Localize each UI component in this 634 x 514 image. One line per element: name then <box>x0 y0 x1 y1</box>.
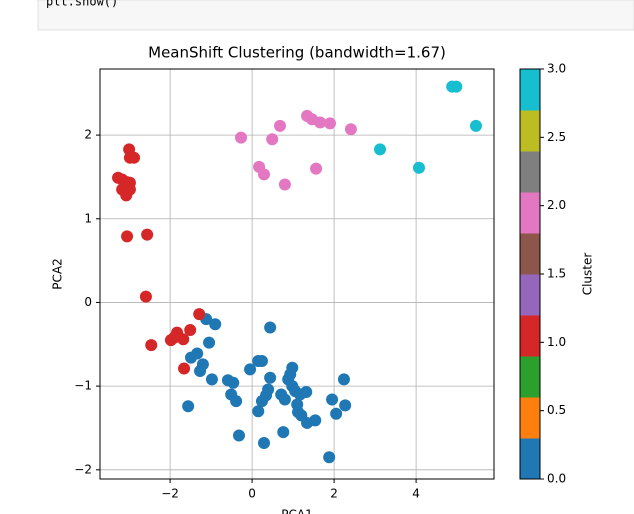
y-axis-label: PCA2 <box>51 258 65 289</box>
colorbar-tick-label: 2.5 <box>547 130 566 144</box>
colorbar-segment <box>520 274 540 316</box>
point <box>139 290 152 303</box>
point <box>344 123 357 136</box>
point <box>469 119 482 132</box>
chart-title: MeanShift Clustering (bandwidth=1.67) <box>148 44 446 62</box>
point <box>264 321 277 334</box>
point <box>227 376 240 389</box>
point <box>278 393 291 406</box>
point <box>277 426 290 439</box>
point <box>450 80 463 93</box>
colorbar-segment <box>520 397 540 439</box>
point <box>273 119 286 132</box>
colorbar-segment <box>520 438 540 480</box>
colorbar-segment <box>520 69 540 111</box>
point <box>184 324 197 337</box>
point <box>314 116 327 129</box>
point <box>230 395 243 408</box>
y-tick-label: −1 <box>74 379 92 393</box>
plot-frame <box>99 68 495 480</box>
y-tick-label: 0 <box>84 295 92 309</box>
point <box>374 143 387 156</box>
colorbar-segment <box>520 151 540 193</box>
point <box>337 373 350 386</box>
colorbar-tick-label: 3.0 <box>547 62 566 76</box>
point <box>191 347 204 360</box>
point <box>266 133 279 146</box>
colorbar-label: Cluster <box>581 253 595 296</box>
colorbar-segment <box>520 233 540 275</box>
point <box>339 399 352 412</box>
colorbar-segment <box>520 110 540 152</box>
point <box>235 131 248 144</box>
point <box>252 405 265 418</box>
colorbar-tick-label: 0.0 <box>547 472 566 486</box>
point <box>257 437 270 450</box>
point <box>255 355 268 368</box>
colorbar-segment <box>520 192 540 234</box>
code-text: plt.show() <box>46 0 118 9</box>
point <box>141 228 154 241</box>
colorbar-tick-label: 0.5 <box>547 403 566 417</box>
colorbar-tick-label: 1.0 <box>547 335 566 349</box>
point <box>194 365 207 378</box>
point <box>232 429 245 442</box>
point <box>244 363 257 376</box>
y-tick-label: 1 <box>84 211 92 225</box>
point <box>177 333 190 346</box>
colorbar-segment <box>520 315 540 357</box>
point <box>326 393 339 406</box>
y-tick-label: −2 <box>74 462 92 476</box>
x-tick-label: −2 <box>161 487 179 501</box>
x-tick-label: 0 <box>248 487 256 501</box>
x-axis-label: PCA1 <box>281 508 312 514</box>
point <box>121 230 134 243</box>
point <box>278 178 291 191</box>
code-cell <box>37 0 634 31</box>
point <box>178 362 191 375</box>
point <box>164 334 177 347</box>
point <box>182 400 195 413</box>
colorbar-tick-label: 2.0 <box>547 198 566 212</box>
y-tick-label: 2 <box>84 128 92 142</box>
point <box>193 308 206 321</box>
colorbar-tick-label: 1.5 <box>547 267 566 281</box>
point <box>412 161 425 174</box>
point <box>300 385 313 398</box>
point <box>324 117 337 130</box>
colorbar-segment <box>520 356 540 398</box>
point <box>330 407 343 420</box>
point <box>128 151 141 164</box>
point <box>301 416 314 429</box>
point <box>120 189 133 202</box>
point <box>209 318 222 331</box>
point <box>203 336 216 349</box>
point <box>205 373 218 386</box>
point <box>264 371 277 384</box>
x-tick-label: 4 <box>412 487 420 501</box>
point <box>145 339 158 352</box>
x-tick-label: 2 <box>330 487 338 501</box>
point <box>323 451 336 464</box>
point <box>255 395 268 408</box>
point <box>310 162 323 175</box>
point <box>257 168 270 181</box>
